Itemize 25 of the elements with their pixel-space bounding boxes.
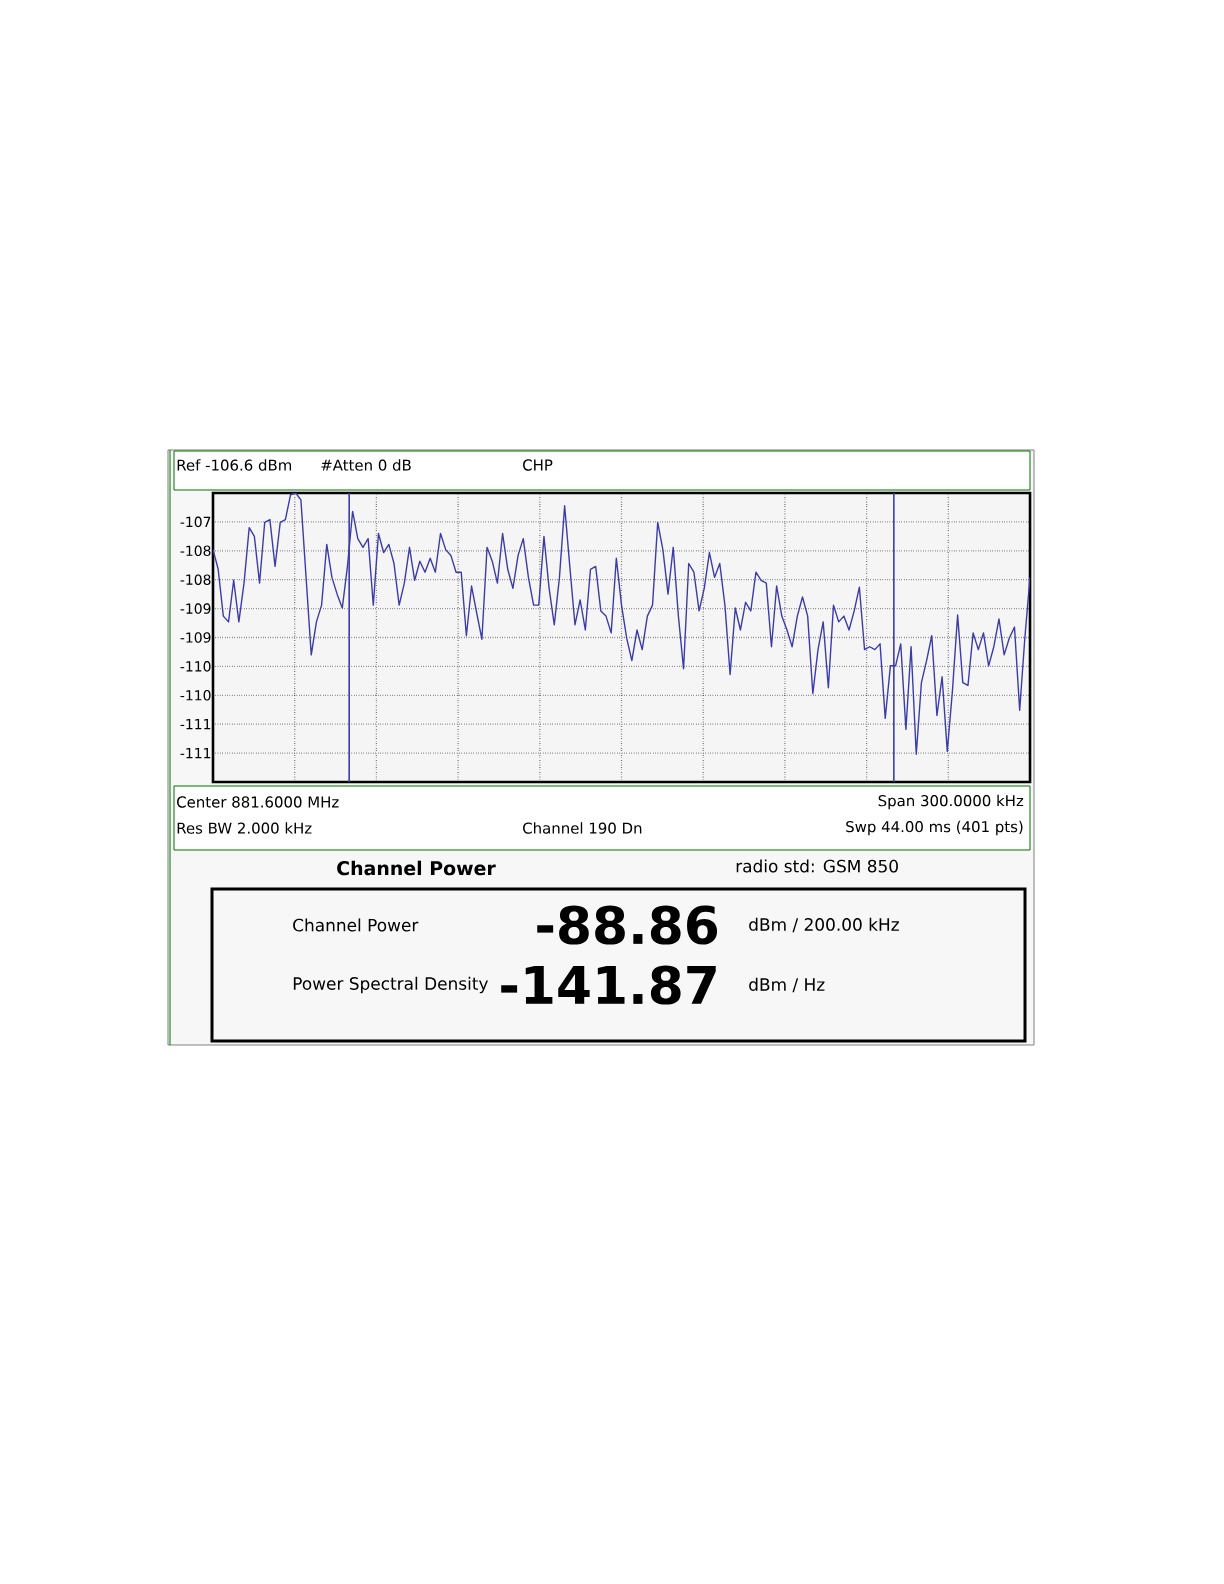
text: Power Spectral Density	[293, 976, 488, 994]
text: -88.86	[537, 905, 718, 945]
y-tick-label: -110	[180, 661, 211, 672]
y-tick-label: -108	[180, 545, 211, 557]
text: Center 881.6000 MHz	[177, 796, 339, 808]
text: radio std: GSM 850	[736, 859, 898, 873]
text: -141.87	[501, 965, 716, 1005]
text: #Atten 0 dB	[321, 459, 411, 471]
text: Span 300.0000 kHz	[878, 794, 1024, 810]
y-tick-label: -111	[180, 748, 211, 759]
text: dBm / 200.00 kHz	[749, 917, 899, 933]
y-tick-label: -111	[180, 719, 211, 730]
text: dBm / Hz	[749, 977, 825, 993]
y-tick-label: -109	[180, 603, 211, 614]
y-tick-label: -110	[180, 690, 211, 701]
y-tick-label: -109	[180, 632, 211, 643]
text: Channel Power	[293, 918, 419, 932]
text: Swp 44.00 ms (401 pts)	[846, 820, 1023, 836]
text: CHP	[523, 459, 553, 471]
text: Ref -106.6 dBm	[177, 459, 292, 471]
y-tick-label: -108	[180, 574, 211, 585]
y-tick-label: -107	[180, 516, 211, 528]
text: Channel Power	[337, 860, 496, 876]
text: Channel 190 Dn	[523, 822, 642, 834]
text: Res BW 2.000 kHz	[177, 822, 312, 834]
